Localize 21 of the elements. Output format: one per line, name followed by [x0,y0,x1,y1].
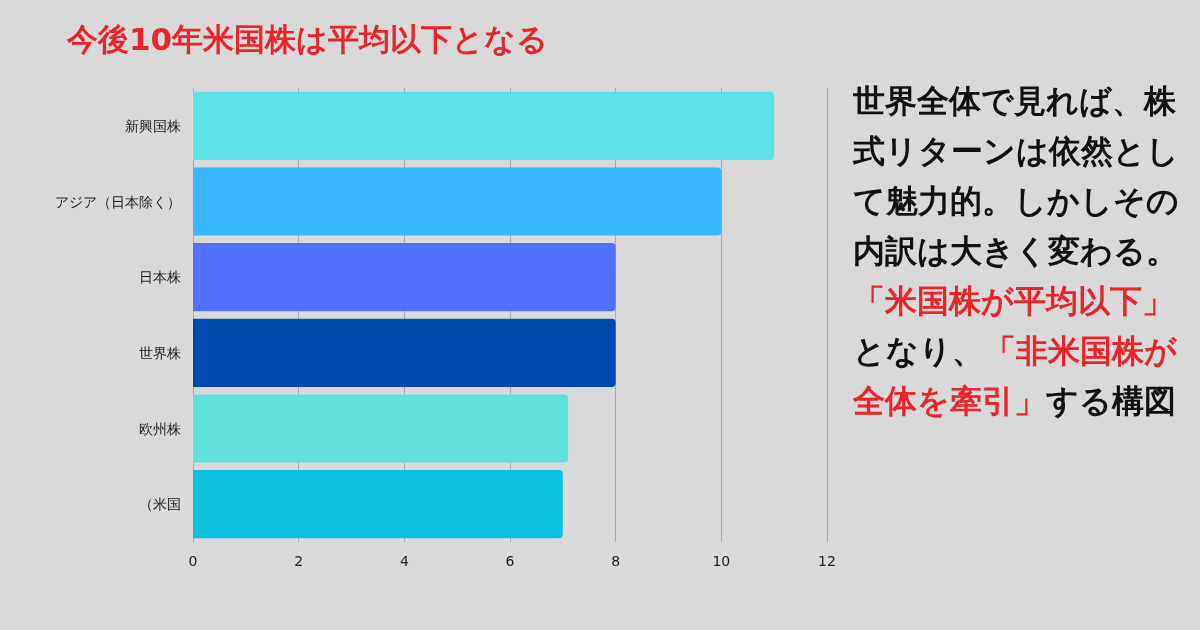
x-tick-label: 10 [712,553,731,569]
bar [193,243,616,312]
bar [193,91,775,160]
y-tick-label: アジア（日本除く） [55,193,181,210]
bar [193,394,569,463]
bar [193,470,563,539]
x-tick-label: 6 [505,553,515,569]
chart-title: 今後10年米国株は平均以下となる [66,20,549,57]
x-tick-label: 0 [188,553,198,569]
text: 世界全体で見れば、株式リターンは依然として魅力的。しかしその内訳は大きく変わる。「米国株が平均以下」となり、「非米国株が全体を牽引」する構図 [853,82,1179,420]
y-tick-label: 日本株 [139,269,181,286]
x-tick-label: 4 [399,553,409,569]
x-tick-label: 2 [294,553,304,569]
x-tick-label: 12 [818,553,836,569]
y-tick-label: （米国 [139,496,181,513]
x-tick-label: 8 [611,553,621,569]
bar [193,318,616,387]
y-tick-label: 世界株 [139,344,181,361]
y-tick-label: 新興国株 [125,117,181,134]
y-tick-label: 欧州株 [139,420,181,437]
bar [193,167,722,236]
